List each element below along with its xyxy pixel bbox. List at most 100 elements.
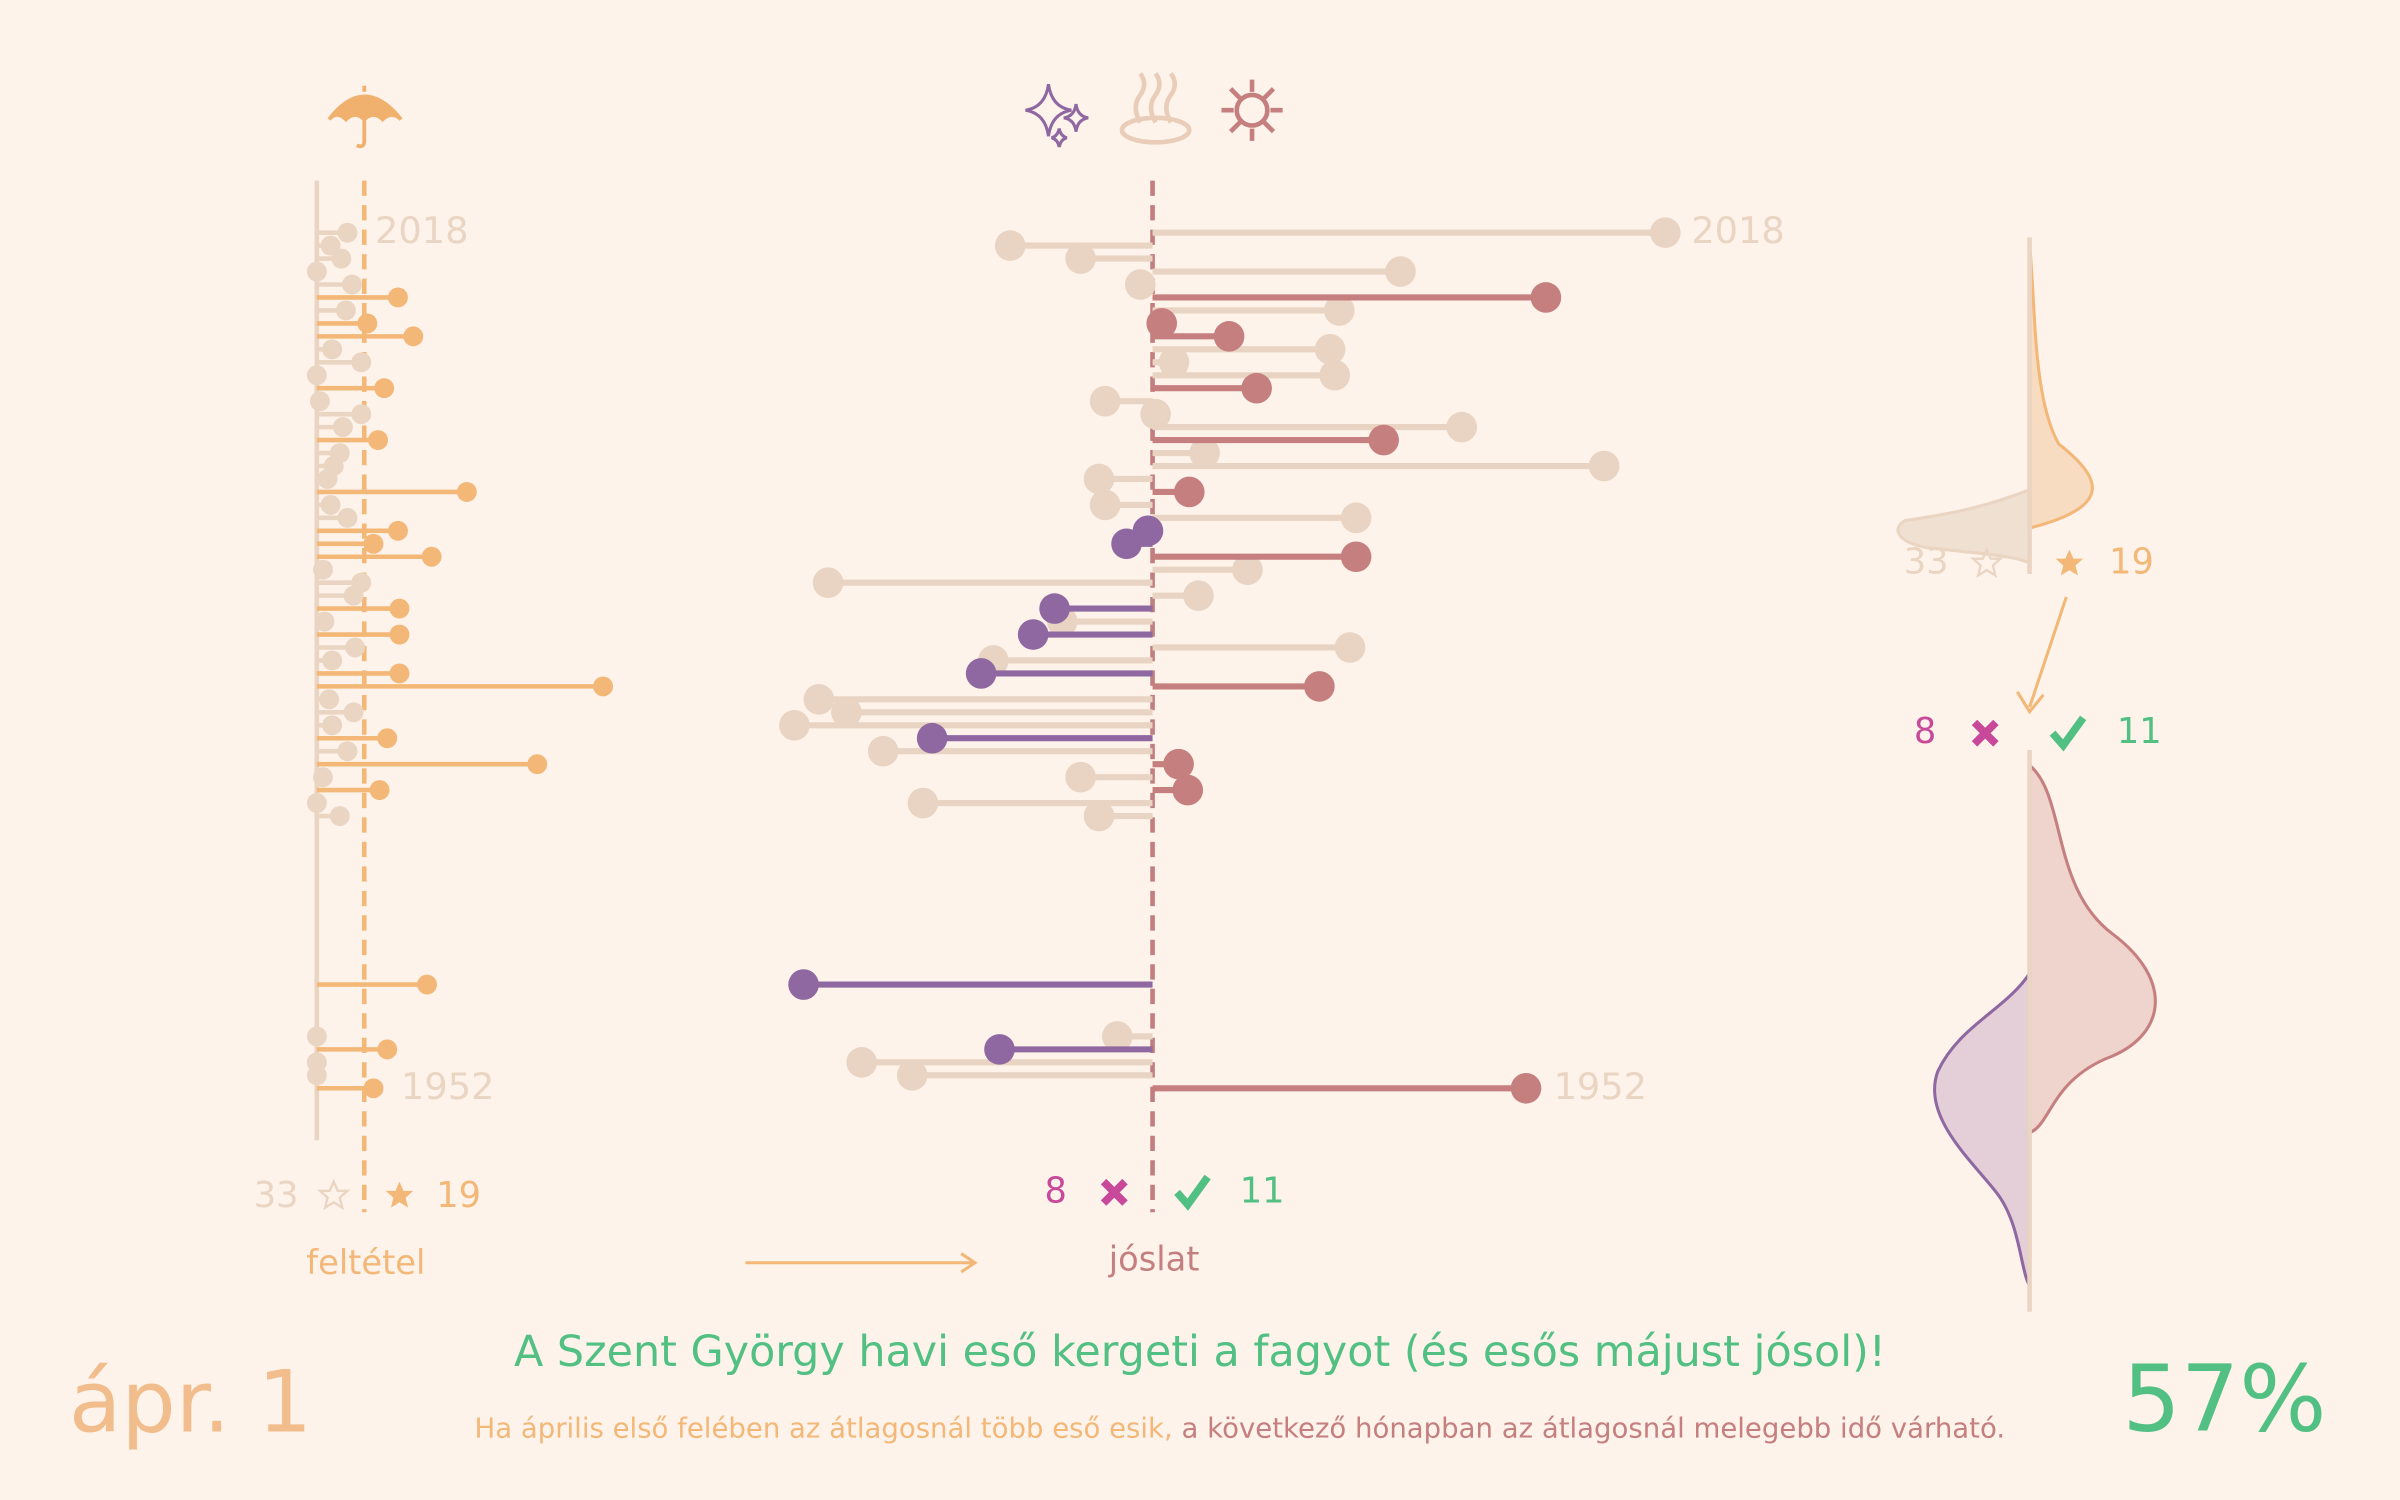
count-miss: 8 — [1044, 1170, 1066, 1211]
lollipop-dot — [1172, 774, 1204, 806]
lollipop-dot — [306, 793, 327, 814]
lollipop-dot — [345, 637, 366, 658]
distribution-upper — [1896, 237, 2094, 715]
lollipop-dot — [320, 494, 341, 515]
lollipop-dot — [1385, 256, 1416, 287]
lollipop-dot — [319, 689, 340, 710]
lollipop-dot — [331, 248, 352, 269]
lollipop-dot — [377, 728, 398, 749]
lollipop-dot — [456, 481, 477, 502]
lollipop-dot — [1232, 554, 1263, 586]
lollipop-dot — [417, 974, 437, 995]
lollipop-dot — [1089, 489, 1121, 521]
subtitle: Ha április első felében az átlagosnál tö… — [474, 1413, 2005, 1445]
lollipop-dot — [377, 1039, 398, 1060]
lollipop-dot — [337, 741, 358, 762]
lollipop-dot — [907, 787, 939, 819]
lollipop-dot — [421, 546, 442, 567]
lollipop-dot — [1102, 1021, 1133, 1052]
lollipop-dot — [1017, 619, 1049, 650]
star-filled — [385, 1181, 414, 1208]
lollipop-dot — [342, 274, 362, 295]
lollipop-dot — [1089, 385, 1121, 417]
lollipop-dot — [1530, 282, 1562, 313]
lollipop-dot — [1213, 321, 1245, 352]
lollipop-dot — [343, 585, 364, 606]
lollipop-dot — [322, 339, 343, 360]
lollipop-dot — [1323, 295, 1355, 326]
lollipop-dot — [1340, 502, 1372, 534]
panel-label: feltétel — [306, 1243, 425, 1282]
lollipop-dot — [368, 430, 389, 451]
lollipop-dot — [1588, 450, 1620, 482]
lollipop-dot — [867, 735, 899, 767]
subtitle-condition: Ha április első felében az átlagosnál tö… — [474, 1413, 1172, 1445]
cross-icon — [1971, 719, 1999, 747]
distribution-lower — [1933, 750, 2157, 1312]
accuracy: 57% — [2122, 1345, 2326, 1452]
lollipop-dot — [1368, 424, 1399, 456]
lollipop-dot — [313, 767, 333, 788]
count-below: 33 — [1904, 541, 1949, 582]
lollipop-dot — [1039, 593, 1070, 624]
lollipop-dot — [1189, 437, 1220, 469]
subtitle-prediction: a következő hónapban az átlagosnál meleg… — [1182, 1413, 2006, 1445]
lollipop-dot — [1650, 217, 1681, 248]
lollipop-dot — [788, 969, 819, 1000]
star-filled — [2055, 549, 2084, 576]
lollipop-dot — [965, 658, 997, 689]
lollipop-dot — [363, 533, 384, 554]
cross-icon — [1100, 1178, 1128, 1206]
lollipop-dot — [389, 624, 410, 645]
lollipop-dot — [593, 676, 614, 697]
star-outline — [1969, 546, 2004, 578]
lollipop-dot — [389, 663, 410, 684]
lollipop-dot — [1314, 334, 1346, 365]
lollipop-dot — [389, 598, 410, 619]
lollipop-dot — [313, 559, 333, 580]
lollipop-dot — [317, 469, 338, 489]
umbrella-icon — [327, 85, 403, 149]
lollipop-dot — [306, 261, 327, 282]
lollipop-dot — [1083, 800, 1115, 832]
lollipop-dot — [803, 684, 835, 715]
panel-label: jóslat — [1108, 1240, 1200, 1279]
lollipop-dot — [1065, 761, 1096, 793]
lollipop-dot — [1111, 528, 1142, 560]
lollipop-dot — [779, 709, 810, 741]
lollipop-dot — [369, 780, 390, 801]
lollipop-dot — [309, 391, 330, 412]
lollipop-dot — [1319, 359, 1350, 391]
lollipop-dot — [335, 300, 356, 321]
lollipop-dot — [527, 754, 548, 775]
lollipop-dot — [896, 1059, 928, 1091]
count-miss: 8 — [1914, 711, 1936, 752]
year-label: 1952 — [401, 1065, 494, 1108]
lollipop-dot — [812, 567, 844, 598]
lollipop-dot — [1146, 308, 1178, 339]
lollipop-dot — [1304, 671, 1335, 702]
lollipop-dot — [351, 404, 372, 425]
lollipop-dot — [984, 1034, 1015, 1065]
lollipop-dot — [322, 650, 343, 671]
check-icon — [2049, 715, 2087, 752]
sun-icon — [1221, 79, 1283, 141]
date: ápr. 1 — [69, 1353, 312, 1453]
lollipop-dot — [322, 715, 343, 736]
lollipop-dot — [1125, 269, 1156, 300]
flow-arrow — [745, 1252, 978, 1274]
lollipop-dot — [1510, 1072, 1542, 1104]
count-above: 19 — [436, 1175, 481, 1216]
lollipop-dot — [343, 702, 364, 723]
count-below: 33 — [254, 1175, 299, 1216]
lollipop-dot — [1334, 632, 1366, 663]
lollipop-dot — [329, 806, 350, 826]
lollipop-dot — [306, 1026, 327, 1047]
lollipop-dot — [374, 378, 395, 399]
lollipop-dot — [846, 1047, 878, 1078]
title: A Szent György havi eső kergeti a fagyot… — [514, 1327, 1886, 1377]
lollipop-dot — [1340, 541, 1372, 573]
lollipop-dot — [1140, 398, 1171, 430]
lollipop-dot — [337, 222, 358, 243]
